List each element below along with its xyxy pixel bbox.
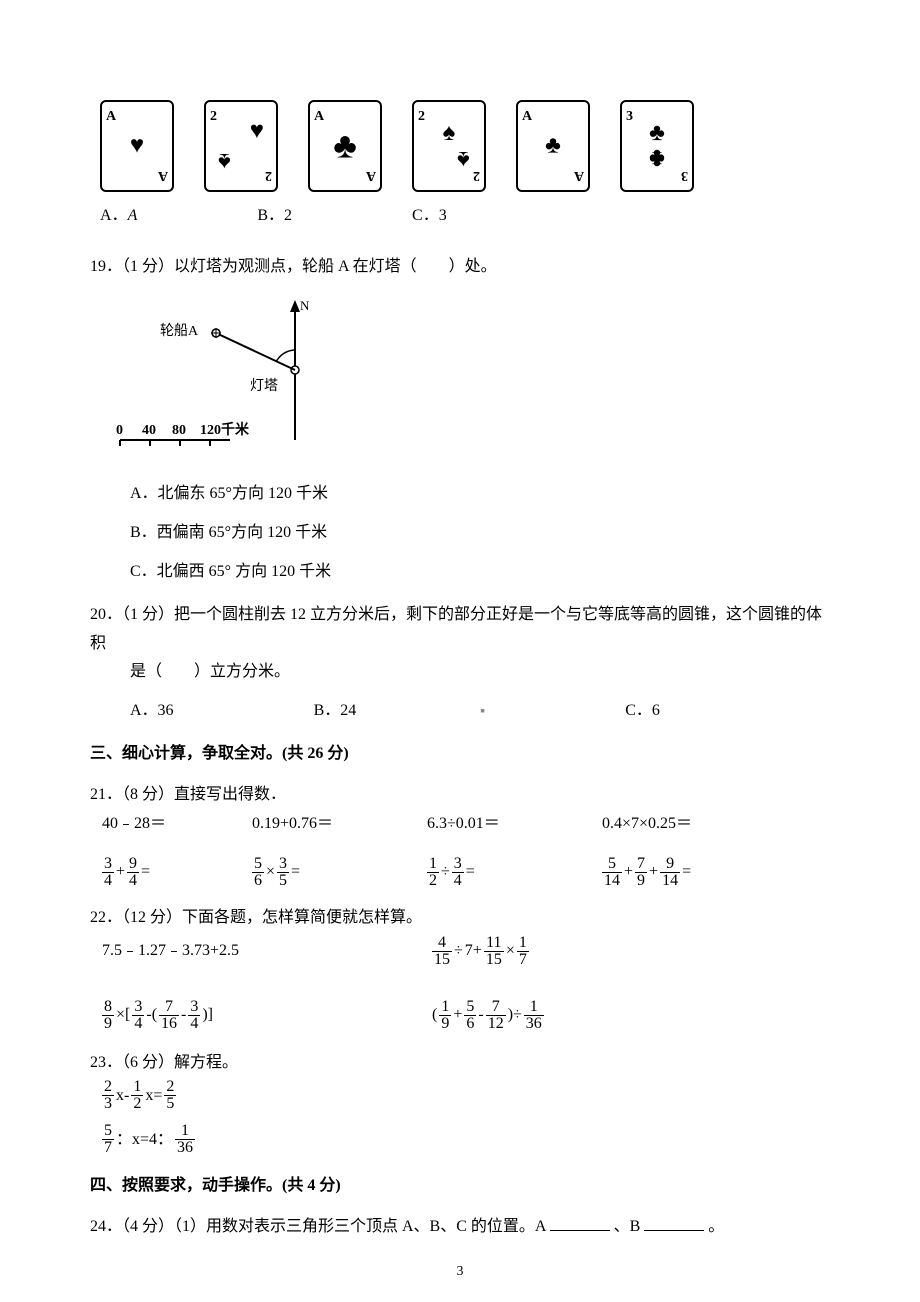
card-rank-top: A (314, 104, 324, 129)
question-20: 20．（1 分）把一个圆柱削去 12 立方分米后，剩下的部分正好是一个与它等底等… (90, 601, 830, 726)
spade-icon: ♠ (443, 112, 456, 155)
option-a: A．北偏东 65°方向 120 千米 (130, 480, 830, 509)
card-rank-bot: A (158, 163, 168, 188)
card-rank-bot: A (366, 163, 376, 188)
svg-text:120千米: 120千米 (200, 421, 250, 438)
card-row: A ♥ A 2 ♥ ♠ 2 A ♣ A 2 ♠ ♠ 2 A ♣ A 3 ♣ (100, 100, 830, 192)
card-rank-top: 2 (418, 104, 425, 129)
q23-stem: 23．（6 分）解方程。 (90, 1049, 830, 1078)
calc-cell: 56 × 35 = (252, 854, 427, 890)
svg-text:40: 40 (142, 423, 156, 438)
q24-stem-prefix: 24．（4 分）（1）用数对表示三角形三个顶点 A、B、C 的位置。A (90, 1218, 546, 1235)
card-club-3: 3 ♣ ♣ ♣ 3 (620, 100, 694, 192)
blank-a[interactable] (550, 1214, 610, 1231)
q24-mid: 、B (614, 1218, 641, 1235)
calc-cell: 7.5﹣1.27﹣3.73+2.5 (102, 933, 432, 969)
svg-text:轮船A: 轮船A (160, 323, 199, 339)
spade-icon: ♠ (218, 139, 231, 182)
q20-options: A．36 B．24 ▪ C．6 (130, 697, 830, 726)
svg-text:0: 0 (116, 423, 123, 438)
card-heart-spade-2: 2 ♥ ♠ 2 (204, 100, 278, 192)
calc-cell: 6.3÷0.01＝ (427, 810, 602, 839)
card-rank-top: 2 (210, 104, 217, 129)
q18-options: A．A B．2 C．3 (100, 202, 830, 231)
club-icon: ♣ (545, 124, 561, 167)
option-a: A．A (100, 202, 137, 231)
heart-icon: ♥ (130, 124, 144, 167)
card-rank-bot: A (574, 163, 584, 188)
calc-cell: 415 ÷ 7+ 1115 × 17 (432, 933, 762, 969)
card-club-a-large: A ♣ A (308, 100, 382, 192)
calc-cell: 0.4×7×0.25＝ (602, 810, 777, 839)
q19-stem: 19．（1 分）以灯塔为观测点，轮船 A 在灯塔（ ）处。 (90, 253, 830, 282)
dot-mark: ▪ (480, 704, 485, 719)
q20-stem-b: 是（ ）立方分米。 (130, 658, 830, 687)
blank-b[interactable] (644, 1214, 704, 1231)
q21-stem: 21．（8 分）直接写出得数． (90, 781, 830, 810)
club-icon: ♣ (649, 137, 665, 180)
card-rank-top: A (106, 104, 116, 129)
option-b: B．2 (257, 202, 292, 231)
card-club-a: A ♣ A (516, 100, 590, 192)
section-3-title: 三、细心计算，争取全对。(共 26 分) (90, 740, 830, 769)
heart-icon: ♥ (250, 110, 264, 153)
svg-text:80: 80 (172, 423, 186, 438)
option-a: A．36 (130, 697, 174, 726)
calc-cell: ( 19 + 56 - 712 )÷ 136 (432, 997, 762, 1033)
question-21: 21．（8 分）直接写出得数． 40﹣28＝ 0.19+0.76＝ 6.3÷0.… (90, 781, 830, 891)
page-number: 3 (0, 1259, 920, 1284)
q20-stem-a: 20．（1 分）把一个圆柱削去 12 立方分米后，剩下的部分正好是一个与它等底等… (90, 601, 830, 659)
q19-options: A．北偏东 65°方向 120 千米 B．西偏南 65°方向 120 千米 C．… (130, 480, 830, 586)
equation-cell: 23 x- 12 x= 25 (102, 1078, 830, 1114)
question-19: 19．（1 分）以灯塔为观测点，轮船 A 在灯塔（ ）处。 N 轮船A 灯塔 (90, 253, 830, 587)
calc-cell: 40﹣28＝ (102, 810, 252, 839)
calc-cell: 514 + 79 + 914 = (602, 854, 777, 890)
calc-cell: 89 ×[ 34 -( 716 - 34 )] (102, 997, 432, 1033)
equation-cell: 57 ：x=4： 136 (102, 1122, 830, 1158)
svg-text:灯塔: 灯塔 (250, 378, 278, 394)
option-c: C．北偏西 65° 方向 120 千米 (130, 558, 830, 587)
option-b: B．西偏南 65°方向 120 千米 (130, 519, 830, 548)
card-rank-bot: 2 (265, 163, 272, 188)
lighthouse-diagram: N 轮船A 灯塔 0 40 80 120千米 (100, 290, 380, 460)
question-22: 22．（12 分）下面各题，怎样算简便就怎样算。 7.5﹣1.27﹣3.73+2… (90, 904, 830, 1033)
calc-cell: 12 ÷ 34 = (427, 854, 602, 890)
q21-grid: 40﹣28＝ 0.19+0.76＝ 6.3÷0.01＝ 0.4×7×0.25＝ … (102, 810, 830, 891)
option-c: C．3 (412, 202, 447, 231)
section-4-title: 四、按照要求，动手操作。(共 4 分) (90, 1172, 830, 1201)
card-rank-top: 3 (626, 104, 633, 129)
club-icon: ♣ (333, 114, 357, 179)
option-b: B．24 ▪ (314, 697, 486, 726)
q22-grid: 7.5﹣1.27﹣3.73+2.5 415 ÷ 7+ 1115 × 17 89 … (102, 933, 830, 1033)
calc-cell: 34 + 94 = (102, 854, 252, 890)
north-label: N (300, 298, 310, 313)
card-rank-top: A (522, 104, 532, 129)
card-heart-a: A ♥ A (100, 100, 174, 192)
question-24: 24．（4 分）（1）用数对表示三角形三个顶点 A、B、C 的位置。A 、B 。 (90, 1213, 830, 1242)
card-rank-bot: 3 (681, 163, 688, 188)
page: A ♥ A 2 ♥ ♠ 2 A ♣ A 2 ♠ ♠ 2 A ♣ A 3 ♣ (0, 0, 920, 1302)
spade-icon: ♠ (457, 137, 470, 180)
q24-suffix: 。 (708, 1218, 724, 1235)
calc-cell: 0.19+0.76＝ (252, 810, 427, 839)
q22-stem: 22．（12 分）下面各题，怎样算简便就怎样算。 (90, 904, 830, 933)
card-rank-bot: 2 (473, 163, 480, 188)
option-c: C．6 (625, 697, 660, 726)
q19-figure: N 轮船A 灯塔 0 40 80 120千米 (100, 290, 400, 471)
card-spade-2: 2 ♠ ♠ 2 (412, 100, 486, 192)
question-23: 23．（6 分）解方程。 23 x- 12 x= 25 57 ：x=4： 136 (90, 1049, 830, 1158)
